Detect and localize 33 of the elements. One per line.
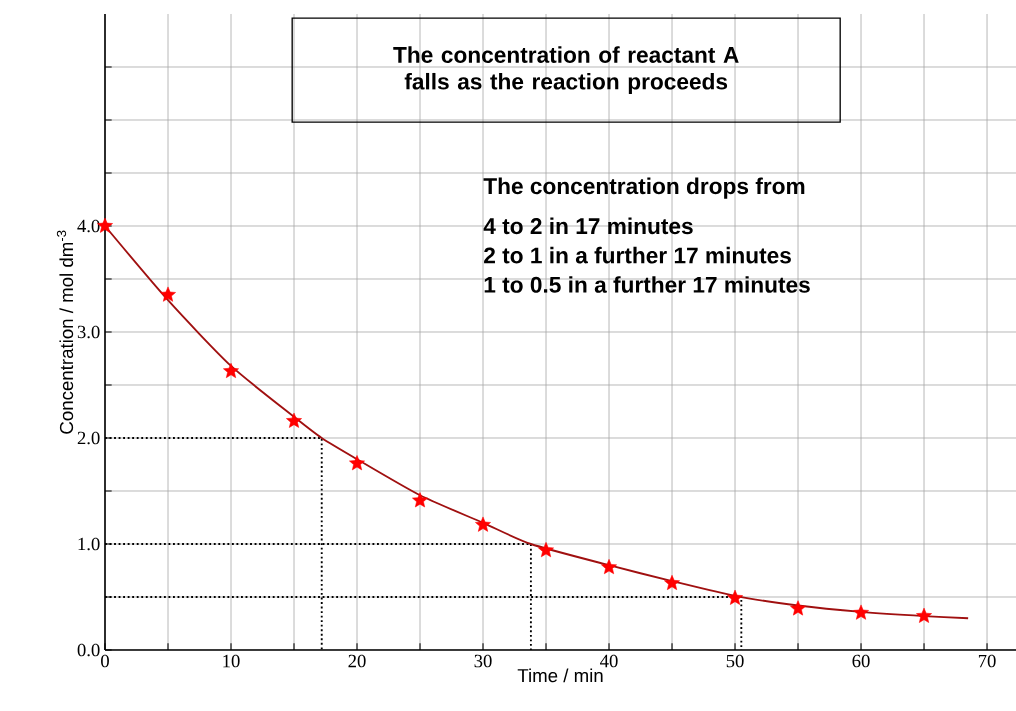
x-tick-label: 70 bbox=[978, 654, 996, 668]
y-tick-label: 1.0 bbox=[78, 537, 100, 551]
point bbox=[475, 516, 491, 532]
point bbox=[853, 604, 869, 620]
point bbox=[538, 542, 554, 558]
x-axis-title: Time / min bbox=[517, 668, 603, 683]
x-tick-label: 60 bbox=[852, 654, 870, 668]
y-tick-label: 4.0 bbox=[77, 219, 100, 233]
y-axis-title: Concentration / mol dm$^{-3}$ bbox=[56, 230, 74, 434]
point bbox=[223, 362, 239, 378]
point bbox=[412, 492, 428, 508]
point bbox=[349, 455, 365, 471]
y-tick-label: 0.0 bbox=[77, 643, 100, 657]
point bbox=[601, 559, 617, 575]
x-tick-label: 20 bbox=[348, 654, 366, 668]
point bbox=[286, 412, 302, 428]
annotation: 2 to 1 in a further 17 minutes bbox=[484, 246, 791, 264]
y-tick-label: 3.0 bbox=[77, 325, 100, 339]
annotation: 1 to 0.5 in a further 17 minutes bbox=[484, 276, 810, 293]
point bbox=[160, 286, 176, 302]
x-tick-label: 0 bbox=[101, 654, 109, 668]
point bbox=[790, 600, 806, 616]
point bbox=[916, 607, 932, 623]
x-tick-label: 50 bbox=[726, 654, 744, 668]
annotation: 4 to 2 in 17 minutes bbox=[483, 217, 693, 235]
annotation: The concentration drops from bbox=[483, 177, 805, 199]
x-tick-label: 10 bbox=[223, 654, 240, 668]
point bbox=[727, 589, 743, 605]
x-tick-label: 30 bbox=[474, 654, 492, 668]
point bbox=[664, 574, 680, 590]
x-tick-label: 40 bbox=[600, 654, 618, 668]
y-tick-label: 2.0 bbox=[77, 431, 100, 445]
text: The concentration of reactant A falls as the reaction proceeds bbox=[393, 46, 739, 95]
